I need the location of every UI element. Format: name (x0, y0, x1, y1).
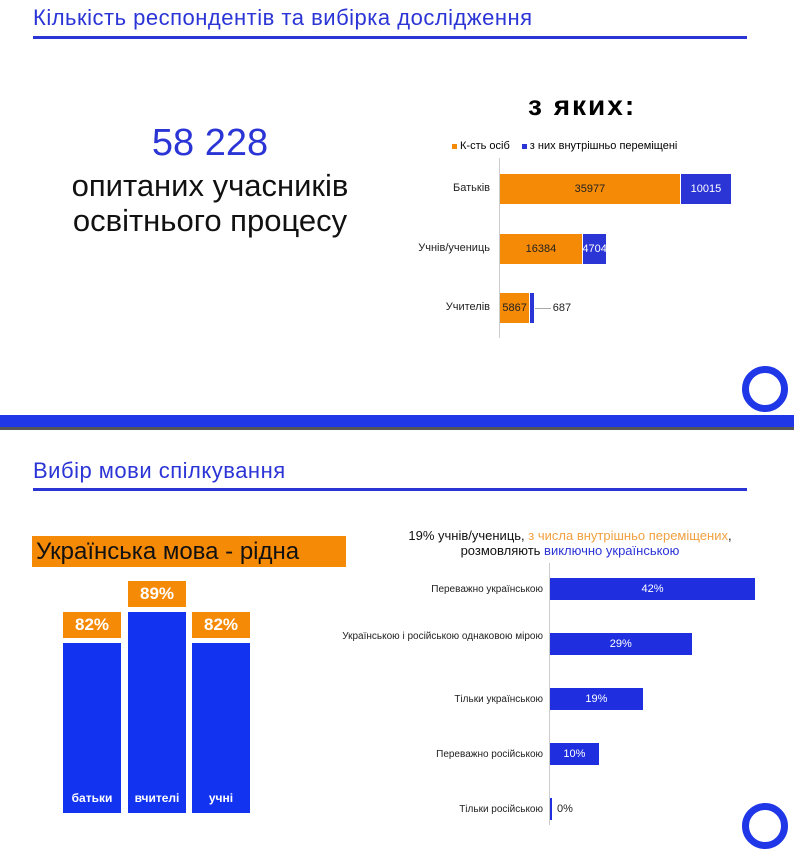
title-text: , (727, 528, 732, 543)
title-underline (33, 488, 747, 491)
title-text: розмовляють (460, 543, 545, 558)
data-label-total: 35977 (574, 183, 606, 195)
data-label: 10% (563, 748, 586, 760)
data-label: 19% (585, 693, 608, 705)
bar (550, 578, 755, 600)
bar (550, 688, 643, 710)
bar-total (500, 293, 530, 323)
data-label: 29% (609, 638, 632, 650)
leader-line (534, 308, 551, 309)
chart-legend: К-сть осіб з них внутрішньо переміщені (452, 140, 677, 152)
total-caption-2: освітнього процесу (72, 203, 348, 238)
data-label-total: 5867 (502, 302, 527, 314)
legend-item-idp: з них внутрішньо переміщені (521, 140, 678, 152)
bar (550, 743, 599, 765)
category-label: батьки (71, 791, 113, 805)
title-underline (33, 36, 747, 39)
chart1-axis (499, 158, 500, 338)
data-label: 89% (128, 580, 186, 607)
category-label: Переважно російською (436, 749, 543, 760)
category-label: Українською і російською однаковою мірою (342, 631, 543, 642)
category-label: Тільки російською (459, 804, 543, 815)
category-label: Переважно українською (431, 584, 543, 595)
data-label: 82% (63, 611, 121, 638)
bar-idp (582, 234, 607, 264)
data-label-total: 16384 (525, 243, 557, 255)
total-caption-1: опитаних учасників (71, 168, 349, 203)
bar-total (500, 174, 680, 204)
legend-swatch (452, 144, 457, 149)
category-label: Тільки українською (454, 694, 543, 705)
title-text: 19% учнів/учениць, (408, 528, 529, 543)
bar (63, 642, 121, 813)
bar (550, 633, 692, 655)
category-label: учні (208, 791, 234, 805)
bar-idp (680, 174, 731, 204)
bar-idp (530, 293, 534, 323)
chart-heading: з яких: (528, 90, 637, 121)
bar (550, 798, 552, 820)
category-label: вчителі (134, 791, 180, 805)
data-label-idp: 687 (552, 302, 572, 314)
legend-item-total: К-сть осіб (452, 140, 510, 152)
legend-swatch (521, 144, 527, 149)
data-label: 0% (557, 803, 573, 815)
bar (192, 642, 250, 813)
category-label: Учнів/учениць (418, 242, 490, 254)
slide-separator-shadow (0, 427, 794, 430)
category-label: Батьків (453, 182, 490, 194)
total-respondents: 58 228 (151, 122, 269, 164)
legend-label: з них внутрішньо переміщені (529, 140, 678, 152)
title-highlight-blue: виключно українською (544, 543, 680, 558)
bar-total (500, 234, 582, 264)
data-label-idp: 10015 (690, 183, 722, 195)
legend-label: К-сть осіб (460, 140, 510, 152)
slide1-title: Кількість респондентів та вибірка дослід… (33, 5, 533, 30)
chart3-title: 19% учнів/учениць, з числа внутрішньо пе… (370, 528, 770, 558)
title-highlight-orange: з числа внутрішньо переміщених (528, 528, 728, 543)
chart3-axis (549, 563, 550, 825)
data-label-idp: 4704 (582, 243, 607, 255)
slide2-title: Вибір мови спілкування (33, 458, 286, 483)
logo-ring-icon (742, 366, 788, 412)
native-language-heading: Українська мова - рідна (32, 536, 346, 567)
slide-separator (0, 415, 794, 427)
logo-ring-icon (742, 803, 788, 849)
bar (128, 611, 186, 813)
category-label: Учителів (445, 301, 490, 313)
data-label: 82% (192, 611, 250, 638)
data-label: 42% (641, 583, 664, 595)
